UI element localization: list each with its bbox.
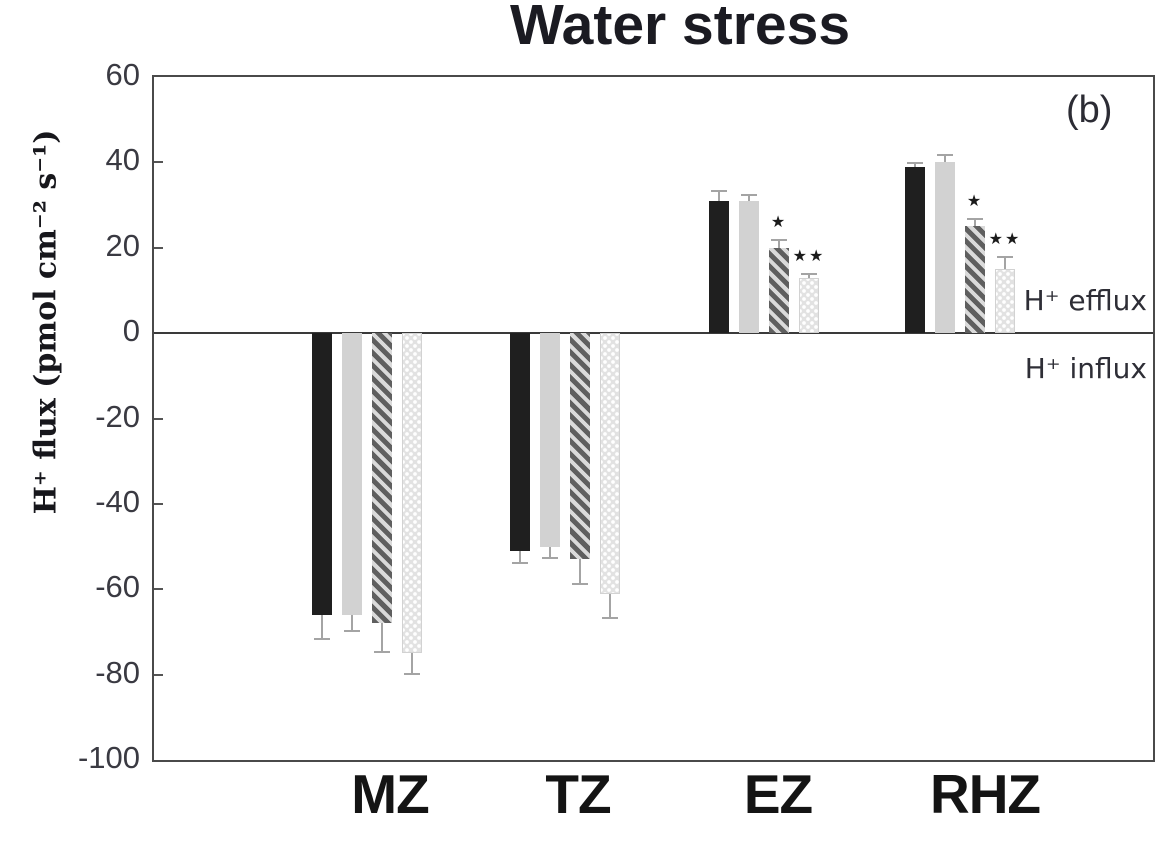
error-bar-cap-MZ — [404, 672, 420, 675]
bar-dotted-lattice-TZ — [600, 333, 620, 594]
y-tick-label: -60 — [95, 569, 140, 605]
error-bar-RHZ — [944, 153, 946, 163]
panel-label: (b) — [1066, 89, 1113, 131]
y-tick-label: -100 — [77, 740, 140, 775]
y-tick-label: 60 — [105, 57, 140, 92]
y-tick-mark — [154, 673, 163, 676]
bar-dotted-lattice-MZ — [402, 333, 422, 654]
error-bar-cap-RHZ — [967, 217, 983, 220]
error-bar-EZ — [748, 194, 750, 201]
chart-title: Water stress — [509, 0, 851, 57]
y-tick-mark — [154, 588, 163, 591]
bar-solid-light-gray-MZ — [342, 333, 362, 615]
error-bar-TZ — [549, 546, 551, 560]
plot-area: (b) H⁺ efflux H⁺ influx ★ ★ ★★ ★★ — [152, 75, 1155, 762]
error-bar-RHZ — [974, 217, 976, 227]
significance-stars-RHZ: ★ — [966, 190, 984, 210]
y-tick-label: 40 — [105, 142, 140, 178]
bar-diagonal-hatch-RHZ — [965, 226, 985, 334]
bar-solid-black-RHZ — [905, 166, 925, 334]
error-bar-EZ — [718, 190, 720, 201]
error-bar-EZ — [808, 273, 810, 278]
error-bar-cap-EZ — [801, 273, 817, 276]
y-tick-label: 0 — [122, 313, 140, 349]
y-tick-label: 20 — [105, 227, 140, 263]
x-category-label-mz: MZ — [351, 763, 429, 825]
error-bar-RHZ — [1004, 256, 1006, 270]
y-tick-mark — [154, 161, 163, 164]
bar-solid-black-EZ — [709, 200, 729, 334]
error-bar-MZ — [381, 623, 383, 654]
y-tick-label: -20 — [95, 398, 140, 434]
error-bar-TZ — [609, 593, 611, 620]
error-bar-cap-MZ — [374, 651, 390, 654]
error-bar-cap-MZ — [314, 638, 330, 641]
error-bar-EZ — [778, 239, 780, 248]
x-category-label-ez: EZ — [743, 763, 813, 825]
error-bar-cap-TZ — [542, 557, 558, 560]
error-bar-RHZ — [914, 162, 916, 167]
y-tick-mark — [154, 502, 163, 505]
error-bar-TZ — [579, 559, 581, 585]
significance-stars-EZ: ★★ — [792, 246, 826, 266]
error-bar-TZ — [519, 550, 521, 564]
error-bar-cap-TZ — [512, 561, 528, 564]
y-tick-mark — [154, 417, 163, 420]
error-bar-cap-RHZ — [937, 153, 953, 156]
bar-solid-black-TZ — [510, 333, 530, 551]
x-category-label-tz: TZ — [545, 763, 611, 825]
error-bar-MZ — [321, 614, 323, 641]
significance-stars-RHZ: ★★ — [988, 229, 1022, 249]
bar-solid-light-gray-RHZ — [935, 162, 955, 334]
bar-solid-black-MZ — [312, 333, 332, 615]
y-tick-label: -80 — [95, 654, 140, 690]
error-bar-MZ — [411, 653, 413, 675]
error-bar-cap-TZ — [572, 582, 588, 585]
error-bar-cap-TZ — [602, 617, 618, 620]
error-bar-cap-EZ — [771, 239, 787, 242]
bar-dotted-lattice-RHZ — [995, 269, 1015, 334]
zero-baseline — [154, 332, 1153, 335]
significance-stars-EZ: ★ — [770, 212, 788, 232]
error-bar-cap-EZ — [711, 190, 727, 193]
x-category-label-rhz: RHZ — [929, 763, 1041, 825]
bar-dotted-lattice-EZ — [799, 277, 819, 334]
y-tick-label: -40 — [95, 483, 140, 519]
bar-diagonal-hatch-EZ — [769, 247, 789, 334]
bar-solid-light-gray-TZ — [540, 333, 560, 547]
error-bar-cap-RHZ — [907, 162, 923, 165]
influx-annotation: H⁺ influx — [1024, 352, 1147, 385]
y-tick-mark — [154, 246, 163, 249]
bar-solid-light-gray-EZ — [739, 200, 759, 334]
error-bar-MZ — [351, 614, 353, 632]
bar-diagonal-hatch-MZ — [372, 333, 392, 624]
error-bar-cap-MZ — [344, 629, 360, 632]
efflux-annotation: H⁺ efflux — [1023, 284, 1147, 317]
error-bar-cap-RHZ — [997, 256, 1013, 259]
bar-diagonal-hatch-TZ — [570, 333, 590, 560]
error-bar-cap-EZ — [741, 194, 757, 197]
